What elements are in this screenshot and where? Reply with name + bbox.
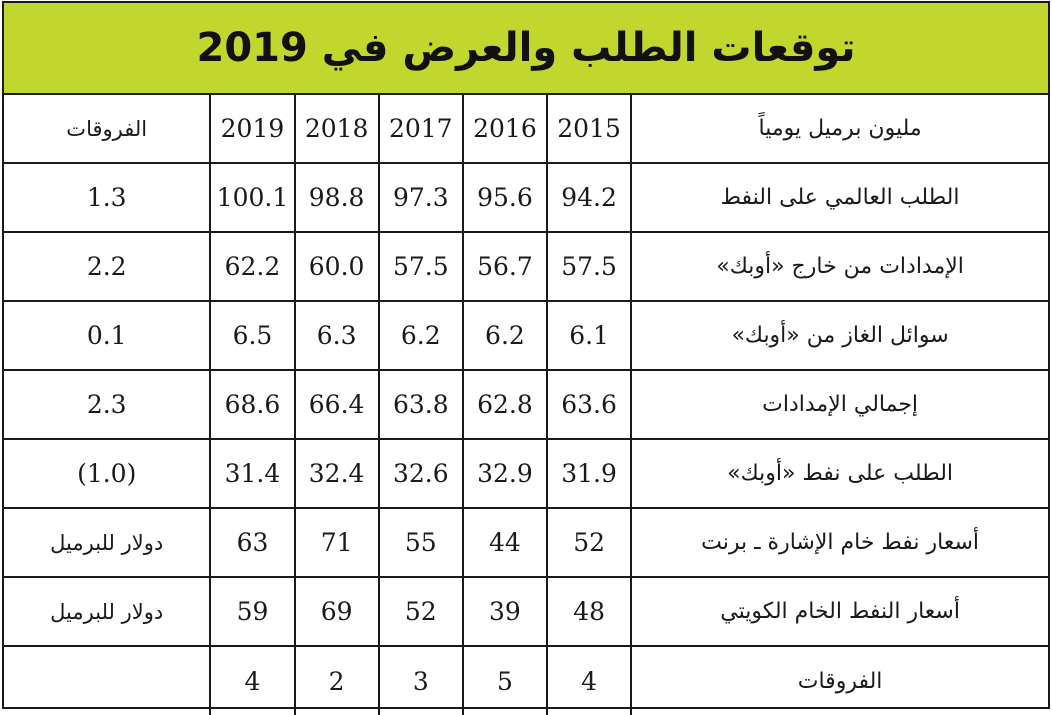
cell-2019: 4: [209, 645, 296, 715]
cell-2017: 3: [377, 645, 464, 715]
cell-2019: 100.1: [209, 162, 296, 233]
cell-2015: 63.6: [546, 369, 633, 440]
header-year-2019: 2019: [209, 95, 296, 164]
cell-2015: 94.2: [546, 162, 633, 233]
row-label: الفروقات: [630, 645, 1048, 715]
page-title: توقعات الطلب والعرض في 2019: [196, 25, 856, 71]
header-row: الفروقات 2019 2018 2017 2016 2015 مليون …: [4, 95, 1048, 164]
row-diff: 1.3: [4, 162, 212, 233]
cell-2015: 6.1: [546, 300, 633, 371]
cell-2016: 44: [461, 507, 549, 578]
cell-2015: 48: [546, 576, 633, 647]
row-label: الطلب العالمي على النفط: [630, 162, 1048, 233]
cell-2016: 32.9: [461, 438, 549, 509]
cell-2018: 98.8: [293, 162, 380, 233]
cell-2015: 57.5: [546, 231, 633, 302]
cell-2018: 2: [293, 645, 380, 715]
row-label: إجمالي الإمدادات: [630, 369, 1048, 440]
cell-2016: 62.8: [461, 369, 549, 440]
table-row: 1.3 100.1 98.8 97.3 95.6 94.2 الطلب العا…: [4, 162, 1048, 233]
table-row: 4 2 3 5 4 الفروقات: [4, 645, 1048, 715]
row-diff: دولار للبرميل: [4, 507, 212, 578]
cell-2016: 39: [461, 576, 549, 647]
cell-2018: 32.4: [293, 438, 380, 509]
row-diff: 0.1: [4, 300, 212, 371]
data-table: الفروقات 2019 2018 2017 2016 2015 مليون …: [4, 95, 1048, 715]
cell-2017: 57.5: [377, 231, 464, 302]
header-year-2015: 2015: [546, 95, 633, 164]
header-diff: الفروقات: [4, 95, 212, 164]
cell-2017: 55: [377, 507, 464, 578]
table-row: (1.0) 31.4 32.4 32.6 32.9 31.9 الطلب على…: [4, 438, 1048, 509]
cell-2015: 52: [546, 507, 633, 578]
table-row: 2.3 68.6 66.4 63.8 62.8 63.6 إجمالي الإم…: [4, 369, 1048, 440]
row-diff: [4, 645, 212, 715]
row-label: الطلب على نفط «أوبك»: [630, 438, 1048, 509]
row-label: أسعار النفط الخام الكويتي: [630, 576, 1048, 647]
cell-2016: 95.6: [461, 162, 549, 233]
cell-2016: 6.2: [461, 300, 549, 371]
header-year-2018: 2018: [293, 95, 380, 164]
row-diff: دولار للبرميل: [4, 576, 212, 647]
row-diff: 2.2: [4, 231, 212, 302]
cell-2019: 59: [209, 576, 296, 647]
table-row: 0.1 6.5 6.3 6.2 6.2 6.1 سوائل الغاز من «…: [4, 300, 1048, 371]
cell-2018: 66.4: [293, 369, 380, 440]
cell-2017: 32.6: [377, 438, 464, 509]
cell-2018: 71: [293, 507, 380, 578]
row-label: الإمدادات من خارج «أوبك»: [630, 231, 1048, 302]
title-banner: توقعات الطلب والعرض في 2019: [4, 3, 1048, 95]
cell-2017: 63.8: [377, 369, 464, 440]
table-row: دولار للبرميل 63 71 55 44 52 أسعار نفط خ…: [4, 507, 1048, 578]
header-unit-label: مليون برميل يومياً: [630, 95, 1048, 164]
cell-2018: 6.3: [293, 300, 380, 371]
table-row: دولار للبرميل 59 69 52 39 48 أسعار النفط…: [4, 576, 1048, 647]
row-label: أسعار نفط خام الإشارة ـ برنت: [630, 507, 1048, 578]
row-label: سوائل الغاز من «أوبك»: [630, 300, 1048, 371]
cell-2017: 97.3: [377, 162, 464, 233]
cell-2018: 69: [293, 576, 380, 647]
table-row: 2.2 62.2 60.0 57.5 56.7 57.5 الإمدادات م…: [4, 231, 1048, 302]
row-diff: 2.3: [4, 369, 212, 440]
cell-2019: 6.5: [209, 300, 296, 371]
header-year-2017: 2017: [377, 95, 464, 164]
cell-2015: 31.9: [546, 438, 633, 509]
cell-2019: 68.6: [209, 369, 296, 440]
cell-2019: 63: [209, 507, 296, 578]
cell-2019: 62.2: [209, 231, 296, 302]
cell-2016: 56.7: [461, 231, 549, 302]
cell-2017: 6.2: [377, 300, 464, 371]
cell-2017: 52: [377, 576, 464, 647]
cell-2016: 5: [461, 645, 549, 715]
cell-2019: 31.4: [209, 438, 296, 509]
header-year-2016: 2016: [461, 95, 549, 164]
cell-2015: 4: [546, 645, 633, 715]
row-diff: (1.0): [4, 438, 212, 509]
cell-2018: 60.0: [293, 231, 380, 302]
